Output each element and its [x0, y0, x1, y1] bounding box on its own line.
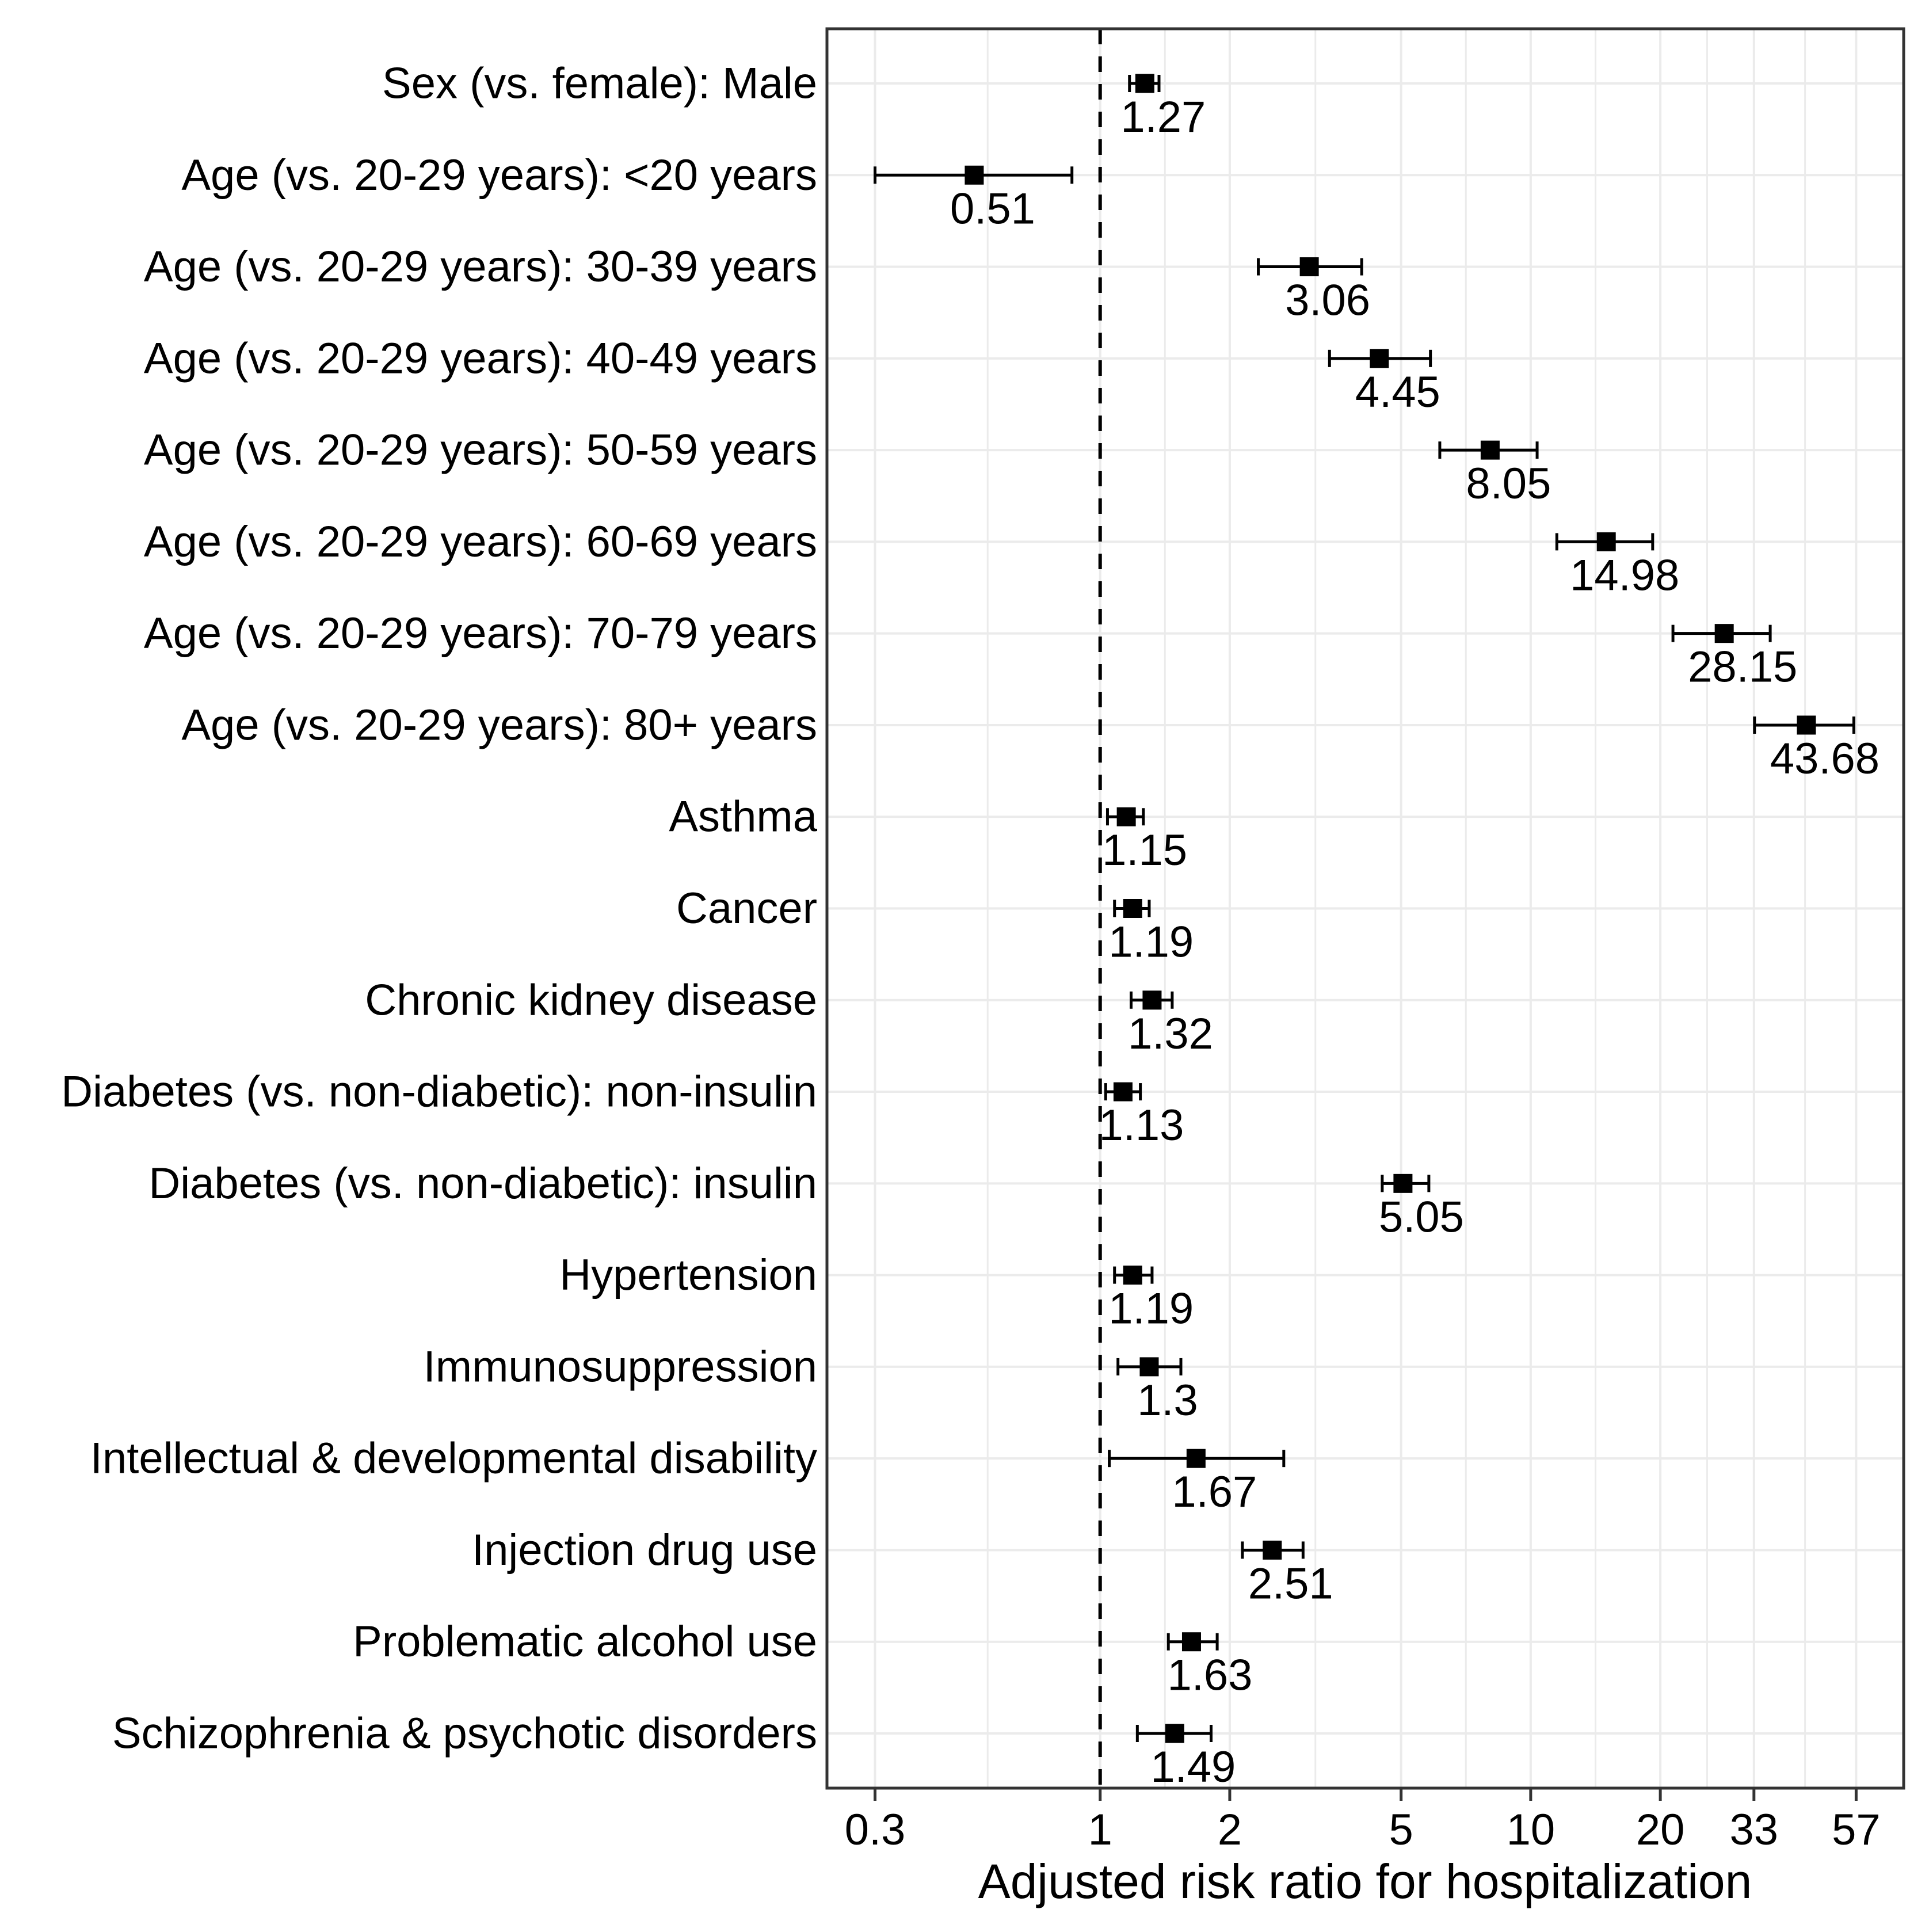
y-axis-label: Problematic alcohol use	[353, 1617, 817, 1666]
point-marker	[1123, 899, 1142, 918]
x-tick-label: 33	[1730, 1805, 1779, 1854]
y-axis-label: Age (vs. 20-29 years): 80+ years	[181, 700, 817, 749]
y-axis-label: Age (vs. 20-29 years): 50-59 years	[144, 426, 817, 475]
y-axis-label: Age (vs. 20-29 years): <20 years	[181, 151, 817, 200]
x-axis-title: Adjusted risk ratio for hospitalization	[978, 1854, 1752, 1908]
point-marker	[1165, 1724, 1184, 1743]
panel-border	[825, 27, 1905, 1790]
value-label: 1.15	[1102, 826, 1187, 875]
value-label: 28.15	[1688, 643, 1797, 692]
y-axis-label: Age (vs. 20-29 years): 70-79 years	[144, 609, 817, 658]
value-label: 43.68	[1770, 734, 1880, 783]
value-label: 3.06	[1285, 276, 1370, 325]
value-label: 1.19	[1108, 1285, 1194, 1333]
value-label: 2.51	[1248, 1559, 1333, 1608]
point-marker	[1113, 1082, 1133, 1102]
y-axis-label: Diabetes (vs. non-diabetic): non-insulin	[61, 1068, 817, 1116]
point-marker	[1263, 1540, 1282, 1560]
y-axis-label: Diabetes (vs. non-diabetic): insulin	[148, 1159, 817, 1208]
x-tick-label: 10	[1507, 1805, 1556, 1854]
y-axis-label: Injection drug use	[472, 1526, 817, 1575]
value-label: 0.51	[950, 184, 1035, 233]
value-label: 1.49	[1150, 1743, 1236, 1792]
y-axis-label: Age (vs. 20-29 years): 30-39 years	[144, 242, 817, 291]
value-label: 1.32	[1128, 1009, 1213, 1058]
y-axis-label: Immunosuppression	[424, 1342, 817, 1391]
point-marker	[1393, 1173, 1413, 1193]
x-tick-label: 20	[1636, 1805, 1685, 1854]
point-marker	[1797, 715, 1816, 735]
point-marker	[1142, 990, 1162, 1010]
y-axis-label: Intellectual & developmental disability	[90, 1434, 817, 1483]
y-axis-label: Hypertension	[559, 1251, 817, 1300]
y-axis-label: Asthma	[669, 792, 817, 841]
point-marker	[965, 165, 984, 185]
value-label: 1.3	[1137, 1376, 1198, 1425]
point-marker	[1139, 1357, 1159, 1377]
point-marker	[1596, 532, 1616, 551]
y-axis-label: Age (vs. 20-29 years): 60-69 years	[144, 517, 817, 566]
value-label: 5.05	[1379, 1192, 1464, 1241]
y-axis-label: Schizophrenia & psychotic disorders	[112, 1709, 817, 1758]
chart-layers: 1.27 Sex (vs. female): Male 0.51 Age (vs. 2…	[61, 27, 1905, 1854]
x-tick-label: 57	[1832, 1805, 1881, 1854]
y-axis-label: Chronic kidney disease	[365, 975, 817, 1024]
point-marker	[1123, 1266, 1142, 1285]
y-axis-label: Cancer	[676, 884, 817, 933]
value-label: 1.19	[1108, 918, 1194, 967]
x-tick-label: 1	[1088, 1805, 1112, 1854]
value-label: 1.27	[1120, 93, 1206, 142]
x-tick-label: 5	[1389, 1805, 1413, 1854]
point-marker	[1480, 440, 1500, 460]
point-marker	[1135, 74, 1154, 93]
value-label: 1.13	[1099, 1101, 1184, 1150]
y-axis-label: Sex (vs. female): Male	[382, 59, 817, 108]
x-tick-label: 0.3	[845, 1805, 906, 1854]
point-marker	[1116, 807, 1136, 826]
value-label: 14.98	[1570, 551, 1679, 600]
point-marker	[1181, 1632, 1201, 1652]
point-marker	[1299, 257, 1319, 277]
point-marker	[1370, 349, 1389, 368]
value-label: 1.67	[1172, 1468, 1257, 1516]
y-axis-label: Age (vs. 20-29 years): 40-49 years	[144, 334, 817, 383]
value-label: 4.45	[1355, 368, 1440, 417]
x-tick-label: 2	[1218, 1805, 1242, 1854]
value-label: 1.63	[1168, 1651, 1253, 1700]
point-marker	[1714, 624, 1734, 643]
value-label: 8.05	[1466, 459, 1551, 508]
point-marker	[1186, 1449, 1206, 1468]
